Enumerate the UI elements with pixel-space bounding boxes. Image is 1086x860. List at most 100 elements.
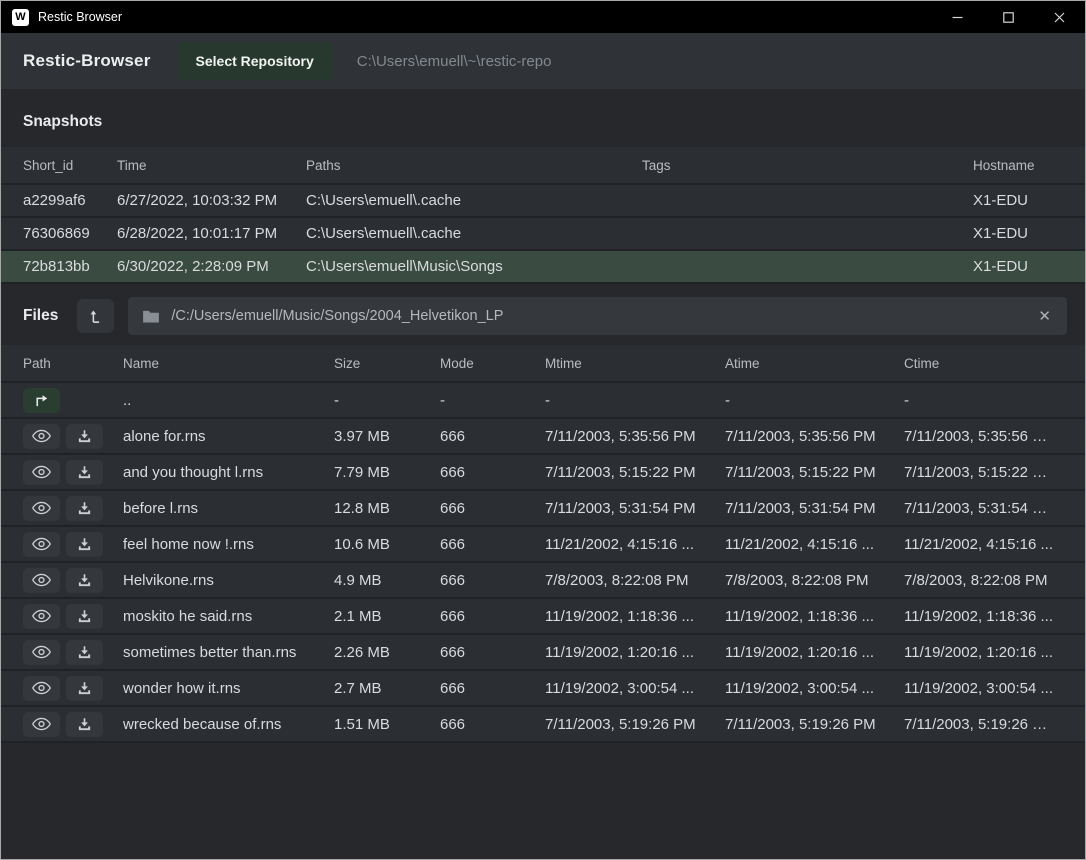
select-repository-button[interactable]: Select Repository xyxy=(177,42,333,80)
file-row[interactable]: feel home now !.rns10.6 MB66611/21/2002,… xyxy=(1,527,1085,563)
download-icon xyxy=(77,645,92,660)
view-file-button[interactable] xyxy=(23,424,60,449)
view-file-button[interactable] xyxy=(23,532,60,557)
view-file-button[interactable] xyxy=(23,460,60,485)
download-file-button[interactable] xyxy=(66,424,103,449)
snapshot-row[interactable]: 72b813bb6/30/2022, 2:28:09 PMC:\Users\em… xyxy=(1,251,1085,284)
view-file-button[interactable] xyxy=(23,568,60,593)
navigate-up-button[interactable] xyxy=(77,299,114,333)
file-row[interactable]: Helvikone.rns4.9 MB6667/8/2003, 8:22:08 … xyxy=(1,563,1085,599)
file-mtime: 11/19/2002, 1:20:16 ... xyxy=(545,644,725,661)
file-ctime: 7/8/2003, 8:22:08 PM xyxy=(904,572,1063,589)
parent-directory-row[interactable]: ..----- xyxy=(1,383,1085,419)
files-table-body: ..-----alone for.rns3.97 MB6667/11/2003,… xyxy=(1,383,1085,743)
file-mtime: 7/11/2003, 5:15:22 PM xyxy=(545,464,725,481)
snapshots-table: Short_id Time Paths Tags Hostname a2299a… xyxy=(1,147,1085,284)
file-size: 3.97 MB xyxy=(334,428,440,445)
column-header-size[interactable]: Size xyxy=(334,356,440,371)
file-row-actions xyxy=(23,604,123,629)
file-row[interactable]: alone for.rns3.97 MB6667/11/2003, 5:35:5… xyxy=(1,419,1085,455)
download-file-button[interactable] xyxy=(66,568,103,593)
file-mode: - xyxy=(440,392,545,409)
download-file-button[interactable] xyxy=(66,676,103,701)
file-atime: 11/21/2002, 4:15:16 ... xyxy=(725,536,904,553)
file-atime: 7/11/2003, 5:35:56 PM xyxy=(725,428,904,445)
view-file-button[interactable] xyxy=(23,604,60,629)
eye-icon xyxy=(32,717,51,731)
maximize-button[interactable] xyxy=(983,1,1034,33)
file-mtime: - xyxy=(545,392,725,409)
snapshot-row[interactable]: 763068696/28/2022, 10:01:17 PMC:\Users\e… xyxy=(1,218,1085,251)
file-row-actions xyxy=(23,496,123,521)
file-ctime: 7/11/2003, 5:35:56 PM xyxy=(904,428,1063,445)
go-to-parent-button[interactable] xyxy=(23,388,60,413)
snapshots-table-header: Short_id Time Paths Tags Hostname xyxy=(1,147,1085,185)
clear-path-icon[interactable]: ✕ xyxy=(1036,307,1053,326)
view-file-button[interactable] xyxy=(23,640,60,665)
column-header-path[interactable]: Path xyxy=(23,356,123,371)
file-size: - xyxy=(334,392,440,409)
file-row[interactable]: wrecked because of.rns1.51 MB6667/11/200… xyxy=(1,707,1085,743)
file-row[interactable]: moskito he said.rns2.1 MB66611/19/2002, … xyxy=(1,599,1085,635)
file-row[interactable]: sometimes better than.rns2.26 MB66611/19… xyxy=(1,635,1085,671)
window-controls xyxy=(932,1,1085,33)
download-file-button[interactable] xyxy=(66,460,103,485)
download-file-button[interactable] xyxy=(66,604,103,629)
file-mtime: 11/19/2002, 3:00:54 ... xyxy=(545,680,725,697)
current-path-bar[interactable]: /C:/Users/emuell/Music/Songs/2004_Helvet… xyxy=(128,297,1067,335)
snapshot-row[interactable]: a2299af66/27/2022, 10:03:32 PMC:\Users\e… xyxy=(1,185,1085,218)
file-name: sometimes better than.rns xyxy=(123,644,334,661)
download-file-button[interactable] xyxy=(66,640,103,665)
column-header-mtime[interactable]: Mtime xyxy=(545,356,725,371)
app-window: W Restic Browser Restic-Browser Select R… xyxy=(0,0,1086,860)
view-file-button[interactable] xyxy=(23,712,60,737)
column-header-hostname[interactable]: Hostname xyxy=(973,158,1063,173)
download-file-button[interactable] xyxy=(66,496,103,521)
file-size: 12.8 MB xyxy=(334,500,440,517)
file-row[interactable]: and you thought l.rns7.79 MB6667/11/2003… xyxy=(1,455,1085,491)
app-title: Restic-Browser xyxy=(23,51,151,71)
file-mode: 666 xyxy=(440,680,545,697)
file-row[interactable]: before l.rns12.8 MB6667/11/2003, 5:31:54… xyxy=(1,491,1085,527)
file-mode: 666 xyxy=(440,536,545,553)
column-header-ctime[interactable]: Ctime xyxy=(904,356,1063,371)
file-row[interactable]: wonder how it.rns2.7 MB66611/19/2002, 3:… xyxy=(1,671,1085,707)
minimize-button[interactable] xyxy=(932,1,983,33)
arrow-up-from-line-icon xyxy=(87,308,104,325)
close-button[interactable] xyxy=(1034,1,1085,33)
file-mtime: 7/11/2003, 5:35:56 PM xyxy=(545,428,725,445)
eye-icon xyxy=(32,429,51,443)
file-ctime: 7/11/2003, 5:31:54 PM xyxy=(904,500,1063,517)
window-title: Restic Browser xyxy=(38,10,122,24)
column-header-mode[interactable]: Mode xyxy=(440,356,545,371)
snapshot-hostname: X1-EDU xyxy=(973,192,1063,209)
column-header-time[interactable]: Time xyxy=(117,158,306,173)
column-header-name[interactable]: Name xyxy=(123,356,334,371)
download-file-button[interactable] xyxy=(66,712,103,737)
file-mtime: 11/21/2002, 4:15:16 ... xyxy=(545,536,725,553)
eye-icon xyxy=(32,609,51,623)
column-header-paths[interactable]: Paths xyxy=(306,158,642,173)
file-row-actions xyxy=(23,640,123,665)
column-header-short-id[interactable]: Short_id xyxy=(23,158,117,173)
folder-icon xyxy=(142,309,160,324)
snapshot-paths: C:\Users\emuell\.cache xyxy=(306,192,642,209)
download-file-button[interactable] xyxy=(66,532,103,557)
file-mtime: 7/11/2003, 5:19:26 PM xyxy=(545,716,725,733)
eye-icon xyxy=(32,681,51,695)
file-ctime: 11/19/2002, 1:20:16 ... xyxy=(904,644,1063,661)
column-header-atime[interactable]: Atime xyxy=(725,356,904,371)
parent-row-actions xyxy=(23,388,123,413)
snapshot-time: 6/27/2022, 10:03:32 PM xyxy=(117,192,306,209)
file-row-actions xyxy=(23,460,123,485)
eye-icon xyxy=(32,645,51,659)
snapshot-paths: C:\Users\emuell\.cache xyxy=(306,225,642,242)
view-file-button[interactable] xyxy=(23,496,60,521)
file-mode: 666 xyxy=(440,608,545,625)
file-row-actions xyxy=(23,676,123,701)
file-size: 2.26 MB xyxy=(334,644,440,661)
files-table-header: Path Name Size Mode Mtime Atime Ctime xyxy=(1,345,1085,383)
snapshot-short-id: 72b813bb xyxy=(23,258,117,275)
view-file-button[interactable] xyxy=(23,676,60,701)
column-header-tags[interactable]: Tags xyxy=(642,158,973,173)
